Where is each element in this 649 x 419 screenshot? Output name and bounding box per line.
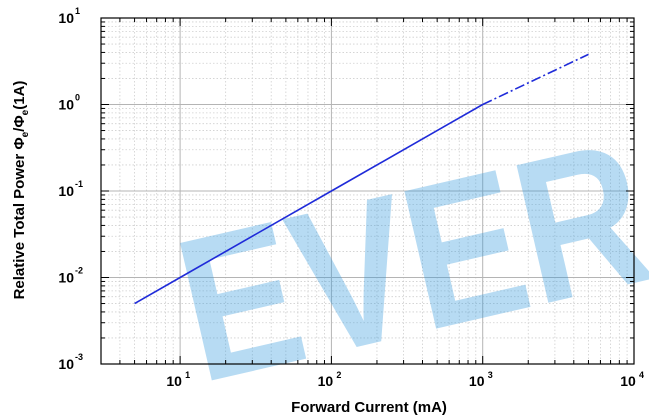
series-layer xyxy=(134,53,589,305)
y-tick-label: 10 xyxy=(58,270,74,286)
x-tick-label: 10 xyxy=(469,373,485,389)
y-tick-label: 10 xyxy=(58,356,74,372)
x-tick-exponent: 3 xyxy=(488,370,493,380)
y-axis-title-sub1: e xyxy=(20,131,31,137)
y-axis-title-suffix: (1A) xyxy=(11,81,28,110)
x-tick-label: 10 xyxy=(318,373,334,389)
x-tick-label: 10 xyxy=(620,373,636,389)
y-axis-title: Relative Total Power Φe/Φe(1A) xyxy=(11,81,31,300)
y-axis-title-phi2: Φ xyxy=(11,115,28,127)
series-line-2 xyxy=(482,53,589,106)
y-tick-label: 10 xyxy=(58,183,74,199)
y-axis-title-sub2: e xyxy=(20,109,31,115)
ticks-layer xyxy=(100,17,635,365)
y-tick-label: 10 xyxy=(58,97,74,113)
y-axis-title-phi1: Φ xyxy=(11,137,28,149)
series-line-1 xyxy=(134,103,484,305)
x-tick-exponent: 1 xyxy=(185,370,190,380)
y-tick-label: 10 xyxy=(58,10,74,26)
y-axis-title-slash: / xyxy=(11,127,28,132)
x-tick-labels: 10 1 10 2 10 3 10 4 xyxy=(166,370,644,389)
y-tick-exponent: 0 xyxy=(75,93,80,103)
y-tick-exponent: -1 xyxy=(75,179,83,189)
y-tick-exponent: -3 xyxy=(75,352,83,362)
x-axis-title: Forward Current (mA) xyxy=(291,399,447,416)
y-tick-exponent: 1 xyxy=(75,6,80,16)
y-tick-exponent: -2 xyxy=(75,266,83,276)
y-axis-title-prefix: Relative Total Power xyxy=(11,150,28,300)
x-tick-label: 10 xyxy=(166,373,182,389)
x-tick-exponent: 2 xyxy=(336,370,341,380)
x-tick-exponent: 4 xyxy=(639,370,644,380)
